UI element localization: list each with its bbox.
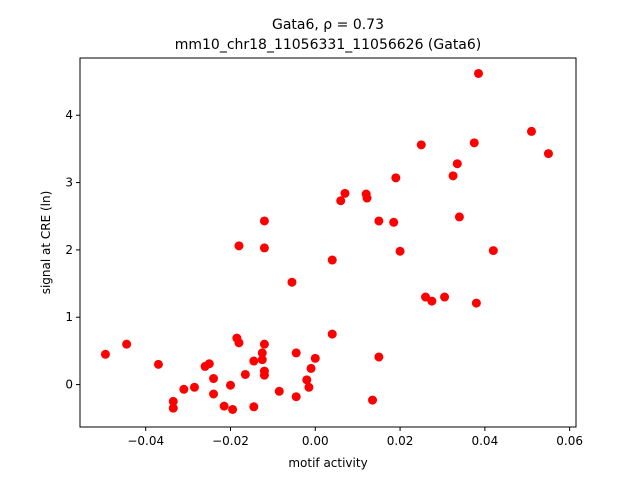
x-tick-label: −0.02 <box>212 434 249 448</box>
data-point <box>395 246 405 256</box>
data-point <box>274 386 284 396</box>
data-point <box>391 173 401 183</box>
y-tick-label: 1 <box>65 310 73 324</box>
data-point <box>302 375 312 385</box>
data-point <box>179 384 189 394</box>
data-point <box>291 392 301 402</box>
y-tick-label: 0 <box>65 378 73 392</box>
data-point <box>440 292 450 302</box>
data-point <box>374 216 384 226</box>
data-point <box>336 196 346 206</box>
x-tick-label: 0.06 <box>556 434 583 448</box>
data-point <box>327 255 337 265</box>
data-point <box>327 329 337 339</box>
chart-title-line2: mm10_chr18_11056331_11056626 (Gata6) <box>175 37 482 53</box>
data-point <box>259 216 269 226</box>
data-point <box>259 370 269 380</box>
data-point <box>306 363 316 373</box>
y-tick-label: 4 <box>65 108 73 122</box>
data-point <box>153 359 163 369</box>
y-axis-label: signal at CRE (ln) <box>39 191 53 295</box>
data-point <box>257 348 267 358</box>
data-point <box>389 217 399 227</box>
data-point <box>469 138 479 148</box>
chart-title-line1: Gata6, ρ = 0.73 <box>272 17 384 33</box>
data-point <box>240 369 250 379</box>
data-point <box>488 246 498 256</box>
plot-frame <box>79 57 577 428</box>
data-point <box>526 126 536 136</box>
y-tick-label: 2 <box>65 243 73 257</box>
data-point <box>362 193 372 203</box>
data-point <box>189 382 199 392</box>
data-point <box>219 401 229 411</box>
x-tick-label: −0.04 <box>127 434 164 448</box>
x-tick-label: 0.02 <box>387 434 414 448</box>
data-point <box>228 404 238 414</box>
data-point <box>168 403 178 413</box>
data-point <box>374 352 384 362</box>
data-point <box>416 140 426 150</box>
data-point <box>452 159 462 169</box>
data-point <box>225 380 235 390</box>
data-point <box>310 353 320 363</box>
data-point <box>209 389 219 399</box>
data-point <box>234 338 244 348</box>
x-axis-label: motif activity <box>288 456 367 470</box>
data-point <box>209 374 219 384</box>
data-point <box>249 356 259 366</box>
data-point <box>204 359 214 369</box>
data-points <box>100 68 553 414</box>
data-point <box>368 395 378 405</box>
x-tick-label: 0.04 <box>471 434 498 448</box>
data-point <box>454 212 464 222</box>
data-point <box>543 149 553 159</box>
data-point <box>168 396 178 406</box>
data-point <box>304 382 314 392</box>
data-point <box>122 339 132 349</box>
data-point <box>257 355 267 365</box>
data-point <box>249 402 259 412</box>
y-tick-label: 3 <box>65 176 73 190</box>
x-tick-label: 0.00 <box>302 434 329 448</box>
data-point <box>473 68 483 78</box>
data-point <box>291 348 301 358</box>
data-point <box>448 171 458 181</box>
data-point <box>427 296 437 306</box>
data-point <box>287 277 297 287</box>
data-point <box>471 298 481 308</box>
data-point <box>259 243 269 253</box>
data-point <box>340 188 350 198</box>
data-point <box>234 241 244 251</box>
axis-ticks: −0.04 −0.02 0.00 0.02 0.04 0.06 0 1 2 3 4 <box>65 108 583 448</box>
data-point <box>259 339 269 349</box>
data-point <box>100 349 110 359</box>
